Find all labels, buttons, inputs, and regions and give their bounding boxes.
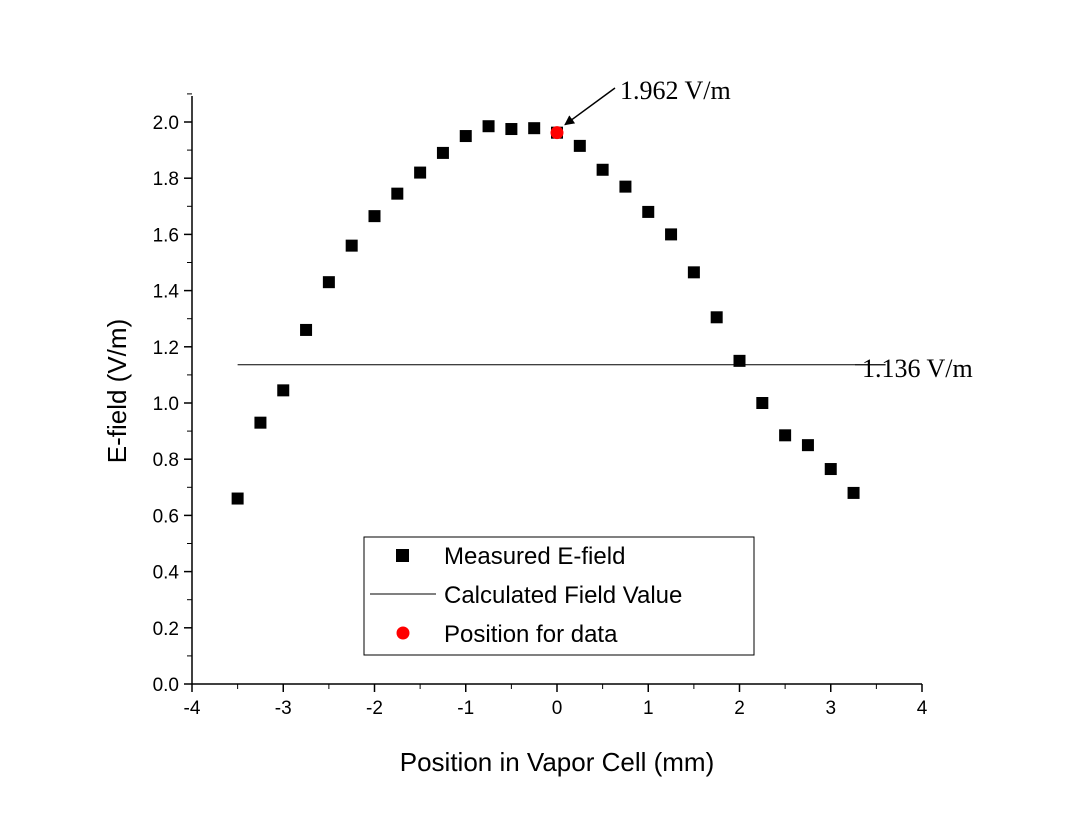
y-tick-label: 1.4 xyxy=(153,282,180,303)
x-axis-title: Position in Vapor Cell (mm) xyxy=(400,747,715,777)
legend: Measured E-field Calculated Field Value … xyxy=(363,536,755,656)
legend-label-calculated: Calculated Field Value xyxy=(444,582,682,609)
measured-e-field-series xyxy=(231,120,860,505)
measured-point xyxy=(710,311,723,324)
y-tick-label: 1.8 xyxy=(153,169,179,190)
legend-marker-position xyxy=(396,626,410,640)
measured-point xyxy=(801,439,814,452)
legend-marker-measured xyxy=(396,549,409,562)
x-tick-label: 2 xyxy=(734,698,745,719)
y-tick-label: 0.6 xyxy=(153,506,179,527)
measured-point xyxy=(436,146,449,159)
x-tick-label: 3 xyxy=(825,698,836,719)
y-axis-title: E-field (V/m) xyxy=(102,319,132,463)
y-tick-label: 0.4 xyxy=(153,563,180,584)
x-tick-label: 0 xyxy=(552,698,563,719)
measured-point xyxy=(642,205,655,218)
measured-point xyxy=(824,463,837,476)
measured-point xyxy=(459,130,472,143)
legend-label-measured: Measured E-field xyxy=(444,543,625,570)
annotation-calculated-value: 1.136 V/m xyxy=(862,354,973,383)
y-tick-label: 1.0 xyxy=(153,394,179,415)
measured-point xyxy=(687,266,700,279)
x-tick-label: -4 xyxy=(184,698,201,719)
annotation-arrow xyxy=(564,87,616,126)
measured-point xyxy=(254,416,267,429)
measured-point xyxy=(779,429,792,442)
measured-point xyxy=(368,210,381,223)
x-ticks: -4 -3 -2 -1 0 1 2 3 4 xyxy=(184,684,928,719)
measured-point xyxy=(573,139,586,152)
measured-point xyxy=(322,276,335,289)
measured-point xyxy=(847,486,860,499)
x-tick-label: -3 xyxy=(275,698,292,719)
y-tick-label: 0.8 xyxy=(153,450,179,471)
measured-point xyxy=(505,123,518,136)
measured-point xyxy=(665,228,678,241)
y-tick-label: 1.6 xyxy=(153,225,179,246)
measured-point xyxy=(528,122,541,135)
x-tick-label: 1 xyxy=(643,698,654,719)
position-for-data-series xyxy=(550,126,564,140)
measured-point xyxy=(414,166,427,179)
y-ticks: 0.0 0.2 0.4 0.6 0.8 1.0 1.2 1.4 1.6 1.8 2.0 xyxy=(153,93,192,696)
y-tick-label: 0.2 xyxy=(153,619,179,640)
position-for-data-point xyxy=(550,126,564,140)
annotation-peak-value: 1.962 V/m xyxy=(620,76,731,105)
measured-point xyxy=(277,384,290,397)
measured-point xyxy=(482,120,495,133)
measured-point xyxy=(596,163,609,176)
measured-point xyxy=(733,354,746,367)
y-tick-label: 1.2 xyxy=(153,338,179,359)
legend-box xyxy=(363,536,755,656)
measured-point xyxy=(756,397,769,409)
measured-point xyxy=(391,187,404,200)
measured-point xyxy=(231,492,244,505)
x-tick-label: -2 xyxy=(366,698,383,719)
measured-point xyxy=(619,180,632,193)
x-tick-label: 4 xyxy=(917,698,928,719)
x-tick-label: -1 xyxy=(457,698,474,719)
y-tick-label: 2.0 xyxy=(153,113,179,134)
measured-point xyxy=(345,239,358,252)
y-tick-label: 0.0 xyxy=(153,675,179,696)
measured-point xyxy=(300,323,313,336)
legend-label-position: Position for data xyxy=(444,621,618,648)
